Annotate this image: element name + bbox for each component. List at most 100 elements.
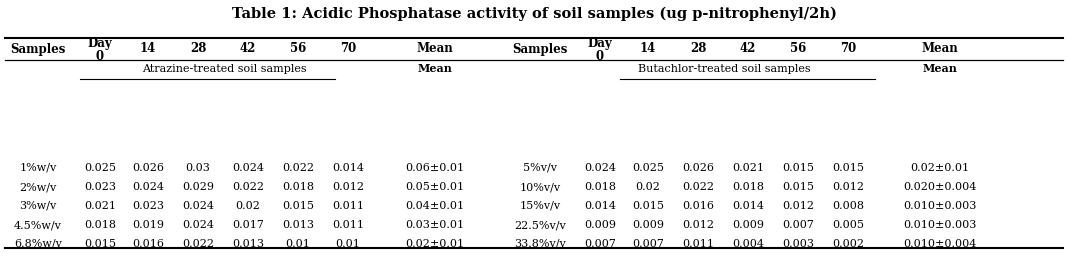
Text: Butachlor-treated soil samples: Butachlor-treated soil samples <box>638 64 811 74</box>
Text: 10%v/v: 10%v/v <box>519 182 561 192</box>
Text: Atrazine-treated soil samples: Atrazine-treated soil samples <box>142 64 307 74</box>
Text: 0.013: 0.013 <box>232 239 264 249</box>
Text: 0.011: 0.011 <box>332 220 364 230</box>
Text: 0.024: 0.024 <box>182 220 214 230</box>
Text: Mean: Mean <box>417 42 454 56</box>
Text: 0.022: 0.022 <box>282 163 314 173</box>
Text: 0.025: 0.025 <box>632 163 664 173</box>
Text: 0.009: 0.009 <box>584 220 616 230</box>
Text: 0.022: 0.022 <box>232 182 264 192</box>
Text: 0.011: 0.011 <box>682 239 714 249</box>
Text: 42: 42 <box>740 42 756 56</box>
Text: 0.015: 0.015 <box>832 163 864 173</box>
Text: 0.026: 0.026 <box>682 163 714 173</box>
Text: Day: Day <box>587 37 612 49</box>
Text: 33.8%v/v: 33.8%v/v <box>514 239 566 249</box>
Text: 1%w/v: 1%w/v <box>19 163 57 173</box>
Text: 14: 14 <box>640 42 656 56</box>
Text: 0.021: 0.021 <box>84 201 116 211</box>
Text: 0.018: 0.018 <box>732 182 764 192</box>
Text: 0.013: 0.013 <box>282 220 314 230</box>
Text: 0.010±0.003: 0.010±0.003 <box>904 220 977 230</box>
Text: 0.018: 0.018 <box>282 182 314 192</box>
Text: 0.02±0.01: 0.02±0.01 <box>910 163 970 173</box>
Text: 0.009: 0.009 <box>732 220 764 230</box>
Text: Samples: Samples <box>11 42 66 56</box>
Text: 0.06±0.01: 0.06±0.01 <box>406 163 465 173</box>
Text: 70: 70 <box>340 42 356 56</box>
Text: Day: Day <box>88 37 112 49</box>
Text: 0.015: 0.015 <box>282 201 314 211</box>
Text: Mean: Mean <box>922 42 958 56</box>
Text: 2%w/v: 2%w/v <box>19 182 57 192</box>
Text: 0.002: 0.002 <box>832 239 864 249</box>
Text: 0.017: 0.017 <box>232 220 264 230</box>
Text: 0.009: 0.009 <box>632 220 664 230</box>
Text: 0.01: 0.01 <box>335 239 360 249</box>
Text: 0.007: 0.007 <box>632 239 664 249</box>
Text: 0.018: 0.018 <box>84 220 116 230</box>
Text: 0.015: 0.015 <box>782 163 814 173</box>
Text: 0.014: 0.014 <box>584 201 616 211</box>
Text: 0.012: 0.012 <box>832 182 864 192</box>
Text: 28: 28 <box>190 42 206 56</box>
Text: 0.007: 0.007 <box>584 239 616 249</box>
Text: 0.016: 0.016 <box>132 239 164 249</box>
Text: 0.007: 0.007 <box>782 220 814 230</box>
Text: 0.018: 0.018 <box>584 182 616 192</box>
Text: 0.015: 0.015 <box>632 201 664 211</box>
Text: 0.014: 0.014 <box>732 201 764 211</box>
Text: 0.015: 0.015 <box>782 182 814 192</box>
Text: 0.019: 0.019 <box>132 220 164 230</box>
Text: 0.022: 0.022 <box>182 239 214 249</box>
Text: 0.011: 0.011 <box>332 201 364 211</box>
Text: 14: 14 <box>140 42 156 56</box>
Text: Samples: Samples <box>513 42 568 56</box>
Text: 4.5%w/v: 4.5%w/v <box>14 220 62 230</box>
Text: 0.025: 0.025 <box>84 163 116 173</box>
Text: 0.020±0.004: 0.020±0.004 <box>904 182 977 192</box>
Text: 0.026: 0.026 <box>132 163 164 173</box>
Text: 0.005: 0.005 <box>832 220 864 230</box>
Text: 0.023: 0.023 <box>84 182 116 192</box>
Text: 0.010±0.003: 0.010±0.003 <box>904 201 977 211</box>
Text: 0.024: 0.024 <box>584 163 616 173</box>
Text: 0.015: 0.015 <box>84 239 116 249</box>
Text: Mean: Mean <box>418 63 453 74</box>
Text: Table 1: Acidic Phosphatase activity of soil samples (ug p-nitrophenyl/2h): Table 1: Acidic Phosphatase activity of … <box>232 7 836 21</box>
Text: 0.024: 0.024 <box>132 182 164 192</box>
Text: 70: 70 <box>839 42 857 56</box>
Text: 0.012: 0.012 <box>332 182 364 192</box>
Text: 0.012: 0.012 <box>782 201 814 211</box>
Text: 28: 28 <box>690 42 706 56</box>
Text: 56: 56 <box>289 42 307 56</box>
Text: 5%v/v: 5%v/v <box>523 163 557 173</box>
Text: 0.023: 0.023 <box>132 201 164 211</box>
Text: 0.01: 0.01 <box>285 239 311 249</box>
Text: 56: 56 <box>790 42 806 56</box>
Text: 0.02: 0.02 <box>635 182 660 192</box>
Text: 0: 0 <box>596 49 604 62</box>
Text: 15%v/v: 15%v/v <box>519 201 561 211</box>
Text: 0.02±0.01: 0.02±0.01 <box>406 239 465 249</box>
Text: 0.022: 0.022 <box>682 182 714 192</box>
Text: 0.010±0.004: 0.010±0.004 <box>904 239 977 249</box>
Text: 0.024: 0.024 <box>232 163 264 173</box>
Text: 0.021: 0.021 <box>732 163 764 173</box>
Text: 0.003: 0.003 <box>782 239 814 249</box>
Text: 0.014: 0.014 <box>332 163 364 173</box>
Text: 0.03±0.01: 0.03±0.01 <box>406 220 465 230</box>
Text: 0.04±0.01: 0.04±0.01 <box>406 201 465 211</box>
Text: Mean: Mean <box>923 63 957 74</box>
Text: 0.024: 0.024 <box>182 201 214 211</box>
Text: 0.029: 0.029 <box>182 182 214 192</box>
Text: 0.02: 0.02 <box>236 201 261 211</box>
Text: 0.004: 0.004 <box>732 239 764 249</box>
Text: 0.012: 0.012 <box>682 220 714 230</box>
Text: 22.5%v/v: 22.5%v/v <box>514 220 566 230</box>
Text: 0.03: 0.03 <box>186 163 210 173</box>
Text: 0.016: 0.016 <box>682 201 714 211</box>
Text: 6.8%w/v: 6.8%w/v <box>14 239 62 249</box>
Text: 0.008: 0.008 <box>832 201 864 211</box>
Text: 42: 42 <box>240 42 256 56</box>
